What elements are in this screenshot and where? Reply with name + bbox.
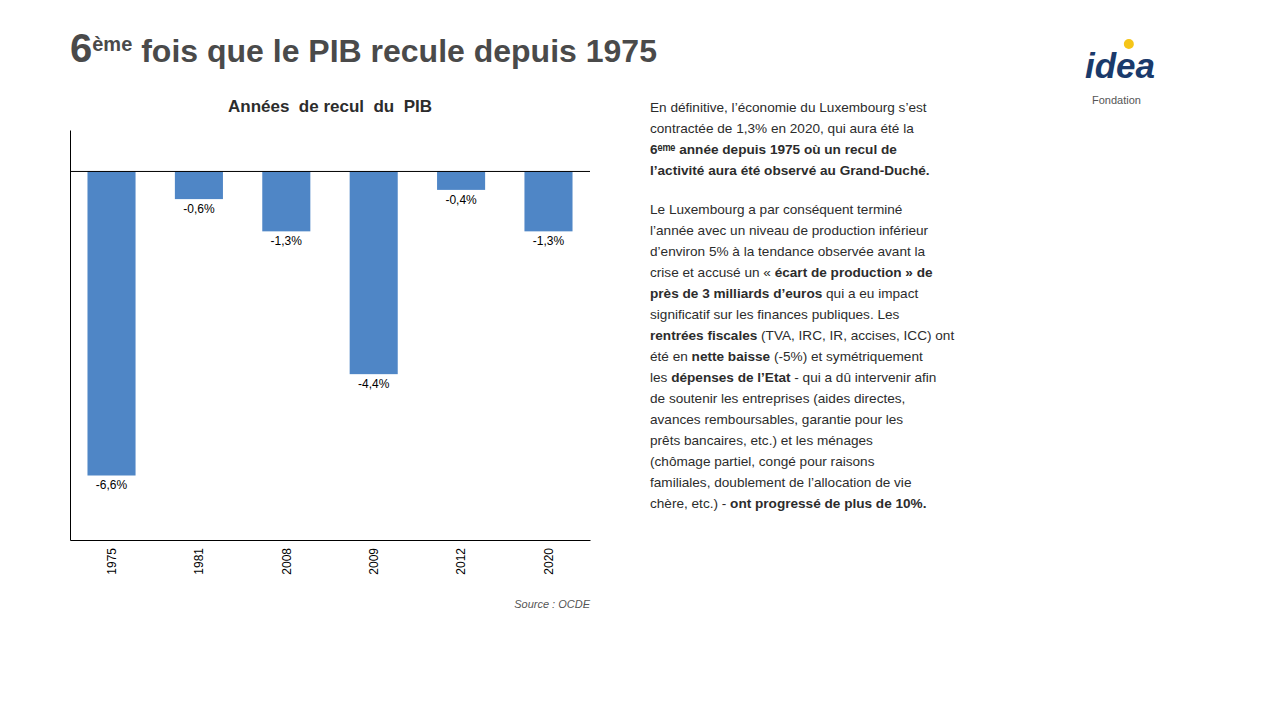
bars [87,171,572,475]
paragraph-run-bold: près de 3 milliards d’euros [650,286,822,301]
paragraph-run: crise et accusé un « [650,265,775,280]
page-title: 6ème fois que le PIB recule depuis 1975 [70,26,657,70]
logo-part: a [1136,46,1155,85]
paragraph-line: (chômage partiel, congé pour raisons [650,454,875,469]
paragraph-run: avances remboursables, garantie pour les [650,412,903,427]
paragraph-run: (TVA, IRC, IR, accises, ICC) ont [757,328,954,343]
paragraph-run: de soutenir les entreprises (aides direc… [650,391,905,406]
paragraph-line: familiales, doublement de l’allocation d… [650,475,911,490]
bar [87,171,135,475]
paragraph-run: familiales, doublement de l’allocation d… [650,475,911,490]
paragraph-run: prêts bancaires, etc.) et les ménages [650,433,873,448]
paragraph-run: les [650,370,671,385]
logo-part: id [1085,46,1117,85]
zero-line [70,171,590,172]
paragraph-line: près de 3 milliards d’euros qui a eu imp… [650,286,918,301]
paragraph-run-bold: nette baisse [692,349,771,364]
paragraph-line: l’année avec un niveau de production inf… [650,223,929,238]
paragraph-run: chère, etc.) - [650,496,730,511]
paragraph-run-bold: écart de production » de [775,265,933,280]
paragraph-line: l’activité aura été observé au Grand-Duc… [650,163,930,178]
paragraph-line: rentrées fiscales (TVA, IRC, IR, accises… [650,328,954,343]
x-tick: 1981 [192,540,206,575]
logo-part: e [1116,46,1135,85]
paragraph-line: 6ᵉᵐᵉ année depuis 1975 où un recul de [650,142,897,157]
x-tick: 2020 [542,540,556,575]
paragraph-line: été en nette baisse (-5%) et symétriquem… [650,349,923,364]
data-labels: -6,6% -0,6% -1,3% -4,4% -0,4% -1,3% [96,193,565,493]
x-axis: 1975 1981 2008 2009 2012 2020 [71,540,591,575]
data-label: -6,6% [96,478,128,492]
paragraph-line: avances remboursables, garantie pour les [650,412,903,427]
page-title-part: ème [92,33,132,55]
x-tick: 1975 [105,540,119,575]
paragraph-run: été en [650,349,692,364]
data-label: -0,6% [183,202,215,216]
chart-title: Années de recul du PIB [228,97,432,116]
y-axis [70,131,71,541]
paragraph-run: En définitive, l’économie du Luxembourg … [650,100,927,115]
paragraph-line: de soutenir les entreprises (aides direc… [650,391,905,406]
x-tick: 2008 [280,540,294,575]
paragraph: En définitive, l’économie du Luxembourg … [650,100,930,178]
bar [524,171,572,231]
paragraph-run-bold: rentrées fiscales [650,328,757,343]
paragraph-run-bold: 6ᵉᵐᵉ année depuis 1975 où un recul de [650,142,897,157]
x-tick: 2012 [454,540,468,575]
bar [350,171,398,374]
paragraph-line: Le Luxembourg a par conséquent terminé [650,202,902,217]
paragraph-run: contractée de 1,3% en 2020, qui aura été… [650,121,914,136]
paragraph-line: d’environ 5% à la tendance observée avan… [650,244,926,259]
logo-dot [1124,39,1134,49]
paragraph-run: Le Luxembourg a par conséquent terminé [650,202,902,217]
x-tick-label: 2020 [542,548,556,575]
paragraph-line: crise et accusé un « écart de production… [650,265,933,280]
paragraph-run-bold: ont progressé de plus de 10%. [730,496,926,511]
page-title-part: 6 [70,26,92,70]
paragraph-run: (-5%) et symétriquement [770,349,923,364]
paragraph-run: d’environ 5% à la tendance observée avan… [650,244,926,259]
x-tick-label: 1981 [192,548,206,575]
y-axis-line [70,131,71,541]
x-tick-label: 2012 [454,548,468,575]
data-label: -4,4% [358,377,390,391]
paragraph-line: En définitive, l’économie du Luxembourg … [650,100,927,115]
x-tick-label: 2008 [280,548,294,575]
data-label: -0,4% [445,193,477,207]
bar [437,171,485,189]
page-title-part: fois que le PIB recule depuis 1975 [132,33,657,69]
paragraph-run: (chômage partiel, congé pour raisons [650,454,875,469]
logo: idea [1085,46,1155,85]
paragraph-line: contractée de 1,3% en 2020, qui aura été… [650,121,914,136]
paragraph-run: - qui a dû intervenir afin [791,370,937,385]
source: Source : OCDE [514,598,590,610]
paragraph-line: prêts bancaires, etc.) et les ménages [650,433,873,448]
logo-subtitle: Fondation [1092,94,1141,106]
bar [262,171,310,231]
bar [175,171,223,199]
data-label: -1,3% [533,234,565,248]
page: 6ème fois que le PIB recule depuis 1975 i… [0,0,1280,720]
x-tick-label: 2009 [367,548,381,575]
paragraph-run: qui a eu impact [822,286,918,301]
x-tick: 2009 [367,540,381,575]
paragraph-line: chère, etc.) - ont progressé de plus de … [650,496,926,511]
data-label: -1,3% [271,234,303,248]
x-axis-line [71,540,591,541]
paragraph-line: significatif sur les finances publiques.… [650,307,900,322]
paragraph-run-bold: dépenses de l’Etat [671,370,791,385]
paragraph-line: les dépenses de l’Etat - qui a dû interv… [650,370,936,385]
paragraph-run: l’année avec un niveau de production inf… [650,223,929,238]
x-tick-label: 1975 [105,548,119,575]
paragraph-run-bold: l’activité aura été observé au Grand-Duc… [650,163,930,178]
paragraph: Le Luxembourg a par conséquent terminé l’… [650,202,954,511]
chart: Années de recul du PIB -6,6% -0,6% -1,3% -4,… [70,97,591,610]
paragraph-run: significatif sur les finances publiques.… [650,307,900,322]
